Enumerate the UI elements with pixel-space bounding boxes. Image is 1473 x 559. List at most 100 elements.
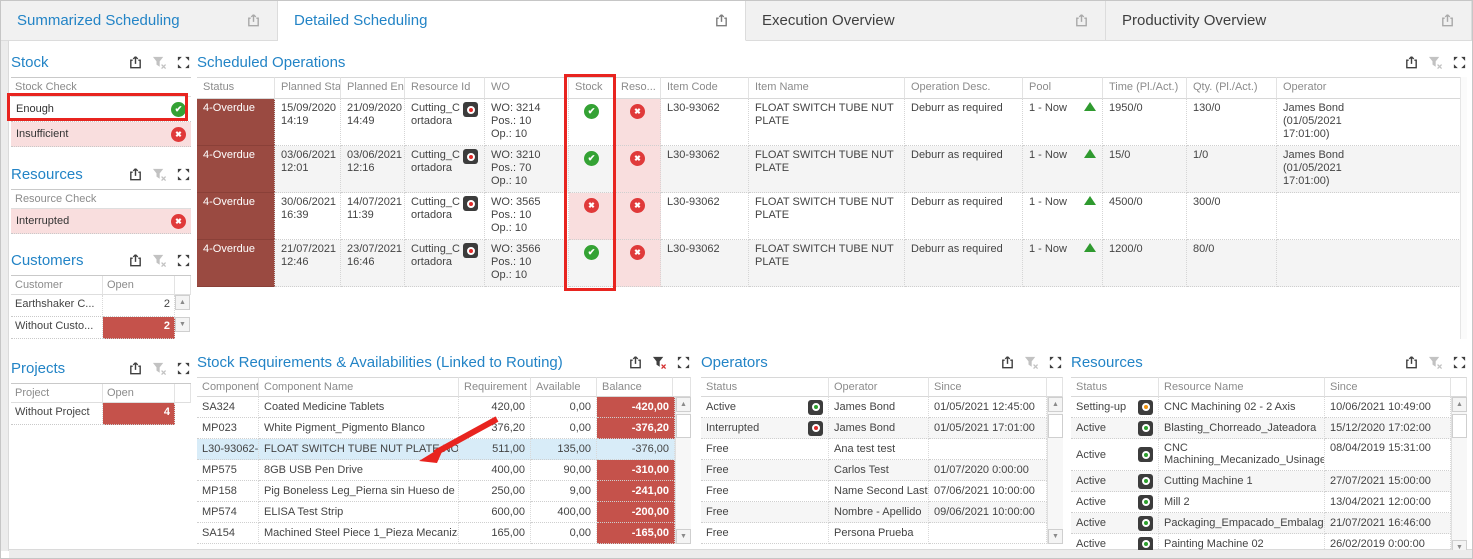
clear-filter-icon[interactable] — [1428, 55, 1443, 70]
panel-title: Resources — [11, 165, 83, 183]
scroll-thumb[interactable] — [1048, 414, 1063, 438]
table-row[interactable]: Active James Bond 01/05/2021 12:45:00 — [701, 397, 1047, 418]
status-dot-icon — [1138, 494, 1153, 510]
scheduled-operations-panel: Scheduled Operations Status Planned Start… — [197, 47, 1467, 339]
maximize-icon[interactable] — [676, 355, 691, 370]
table-row[interactable]: Active Blasting_Chorreado_Jateadora 15/12… — [1071, 418, 1451, 439]
clear-filter-icon[interactable] — [152, 55, 167, 70]
export-icon[interactable] — [1000, 355, 1015, 370]
status-dot-icon — [1138, 536, 1153, 550]
table-row[interactable]: Active Cutting Machine 1 27/07/2021 15:00… — [1071, 471, 1451, 492]
table-row[interactable]: Active Mill 2 13/04/2021 12:00:00 — [1071, 492, 1451, 513]
tab-label: Summarized Scheduling — [17, 12, 180, 29]
status-dot-icon — [808, 420, 823, 436]
table-body: Setting-up CNC Machining 02 - 2 Axis 10/0… — [1071, 397, 1451, 550]
tab-detailed-scheduling[interactable]: Detailed Scheduling — [278, 1, 746, 41]
stock-check-row-insufficient[interactable]: Insufficient — [11, 122, 191, 147]
scroll-thumb[interactable] — [1452, 414, 1467, 438]
export-icon[interactable] — [1404, 55, 1419, 70]
table-row[interactable]: Without Project 4 — [11, 403, 191, 425]
export-icon[interactable] — [128, 361, 143, 376]
scroll-down-button[interactable] — [175, 317, 190, 332]
table-row[interactable]: 4-Overdue 21/07/2021 12:46 23/07/2021 16… — [197, 240, 1467, 287]
maximize-icon[interactable] — [1452, 355, 1467, 370]
bottom-splitter[interactable] — [9, 549, 1472, 558]
table-row[interactable]: Earthshaker C... 2 — [11, 295, 191, 317]
export-icon[interactable] — [628, 355, 643, 370]
table-row[interactable]: 4-Overdue 03/06/2021 12:01 03/06/2021 12… — [197, 146, 1467, 193]
tab-productivity-overview[interactable]: Productivity Overview — [1106, 1, 1472, 41]
table-row[interactable]: Interrupted James Bond 01/05/2021 17:01:0… — [701, 418, 1047, 439]
maximize-icon[interactable] — [1048, 355, 1063, 370]
tab-bar: Summarized Scheduling Detailed Schedulin… — [1, 1, 1472, 41]
maximize-icon[interactable] — [176, 55, 191, 70]
scroll-up-button[interactable] — [1048, 397, 1063, 412]
table-row-selected[interactable]: L30-93062-LCFLOAT SWITCH TUBE NUT PLATE … — [197, 439, 675, 460]
resources-panel: Resources Status Resource Name Since Sett… — [1071, 347, 1467, 550]
scroll-thumb[interactable] — [676, 414, 691, 438]
panel-title: Stock — [11, 53, 49, 71]
maximize-icon[interactable] — [1452, 55, 1467, 70]
table-row[interactable]: 4-Overdue 30/06/2021 16:39 14/07/2021 11… — [197, 193, 1467, 240]
table-row[interactable]: Free Persona Prueba — [701, 523, 1047, 544]
export-icon[interactable] — [128, 253, 143, 268]
table-row[interactable]: MP158 Pig Boneless Leg_Pierna sin Hueso d… — [197, 481, 675, 502]
tab-summarized-scheduling[interactable]: Summarized Scheduling — [1, 1, 278, 41]
status-dot-icon — [1138, 515, 1153, 531]
maximize-icon[interactable] — [176, 167, 191, 182]
export-icon[interactable] — [128, 55, 143, 70]
table-row[interactable]: MP574 ELISA Test Strip 600,00 400,00 -200,… — [197, 502, 675, 523]
table-row[interactable]: Free Name Second Last 07/06/2021 10:00:00 — [701, 481, 1047, 502]
maximize-icon[interactable] — [176, 253, 191, 268]
clear-filter-icon[interactable] — [152, 361, 167, 376]
export-icon[interactable] — [1440, 13, 1455, 28]
clear-filter-icon[interactable] — [652, 355, 667, 370]
table-row[interactable]: Active Packaging_Empacado_Embalagem 21/07… — [1071, 513, 1451, 534]
stock-check-row-enough[interactable]: Enough — [11, 97, 191, 122]
vertical-scrollbar[interactable] — [1460, 77, 1467, 339]
table-row[interactable]: SA154 Machined Steel Piece 1_Pieza Mecani… — [197, 523, 675, 544]
scroll-up-button[interactable] — [676, 397, 691, 412]
resources-filter-panel: Resources Resource Check Interrupted — [11, 159, 191, 234]
table-row[interactable]: MP023 White Pigment_Pigmento Blanco 376,2… — [197, 418, 675, 439]
scroll-up-button[interactable] — [1452, 397, 1467, 412]
clear-filter-icon[interactable] — [152, 253, 167, 268]
table-row[interactable]: 4-Overdue 15/09/2020 14:19 21/09/2020 14… — [197, 99, 1467, 146]
table-row[interactable]: Free Ana test test — [701, 439, 1047, 460]
scroll-down-button[interactable] — [1452, 540, 1467, 550]
resource-check-row-interrupted[interactable]: Interrupted — [11, 209, 191, 234]
col-project: Project — [11, 384, 103, 403]
export-icon[interactable] — [128, 167, 143, 182]
column-header: Stock Check — [11, 78, 191, 97]
table-row[interactable]: SA324 Coated Medicine Tablets 420,00 0,00 … — [197, 397, 675, 418]
table-row[interactable]: Without Custo... 2 — [11, 317, 191, 339]
scroll-up-button[interactable] — [175, 295, 190, 310]
table-row[interactable]: Free Nombre - Apellido 09/06/2021 10:00:0… — [701, 502, 1047, 523]
left-splitter[interactable] — [1, 41, 9, 551]
table-row[interactable]: Active Painting Machine 02 26/02/2019 0:0… — [1071, 534, 1451, 550]
tab-execution-overview[interactable]: Execution Overview — [746, 1, 1106, 41]
stock-requirements-panel: Stock Requirements & Availabilities (Lin… — [197, 347, 691, 550]
stock-panel: Stock Stock Check Enough Insufficient — [11, 47, 191, 147]
status-dot-icon — [1138, 447, 1153, 462]
clear-filter-icon[interactable] — [1428, 355, 1443, 370]
export-icon[interactable] — [714, 13, 729, 28]
scroll-down-button[interactable] — [1048, 529, 1063, 544]
maximize-icon[interactable] — [176, 361, 191, 376]
table-row[interactable]: Setting-up CNC Machining 02 - 2 Axis 10/0… — [1071, 397, 1451, 418]
vertical-scrollbar[interactable] — [1451, 397, 1467, 550]
table-header: Customer Open — [11, 276, 191, 295]
table-row[interactable]: Active CNC Machining_Mecanizado_Usinagem… — [1071, 439, 1451, 471]
clear-filter-icon[interactable] — [152, 167, 167, 182]
tab-label: Productivity Overview — [1122, 12, 1267, 29]
table-row[interactable]: MP575 8GB USB Pen Drive 400,00 90,00 -310,… — [197, 460, 675, 481]
vertical-scrollbar[interactable] — [675, 397, 691, 544]
clear-filter-icon[interactable] — [1024, 355, 1039, 370]
export-icon[interactable] — [1074, 13, 1089, 28]
vertical-scrollbar[interactable] — [1047, 397, 1063, 544]
table-row[interactable]: Free Carlos Test 01/07/2020 0:00:00 — [701, 460, 1047, 481]
export-icon[interactable] — [246, 13, 261, 28]
scroll-down-button[interactable] — [676, 529, 691, 544]
export-icon[interactable] — [1404, 355, 1419, 370]
